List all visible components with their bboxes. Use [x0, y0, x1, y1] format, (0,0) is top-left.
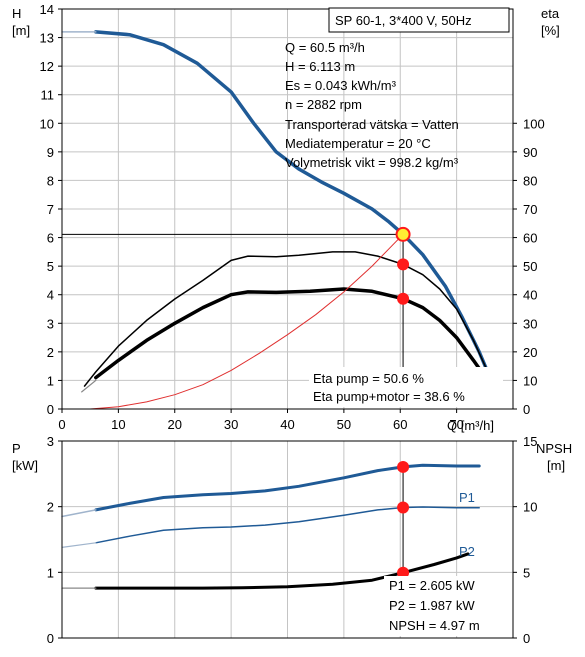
series-p2 [95, 506, 480, 544]
bottom-tick-labels: 0 1 2 3 0 5 10 15 [47, 434, 538, 646]
top-left-tick-label: 10 [40, 116, 54, 131]
title-box [328, 7, 510, 33]
top-left-tick-label: 12 [40, 59, 54, 74]
p2-series-label: P2 [459, 544, 475, 559]
top-left-tick-label: 0 [47, 402, 54, 417]
info-density: Volymetrisk vikt = 998.2 kg/m³ [285, 155, 459, 170]
head-efficiency-chart: 0123456789101112131401020304050607080901… [40, 2, 545, 432]
top-right-tick-label: 90 [523, 145, 537, 160]
eta-info-backing [309, 367, 503, 407]
p1-series-label: P1 [459, 490, 475, 505]
top-x-tick-label: 0 [58, 417, 65, 432]
top-left-tick-label: 8 [47, 173, 54, 188]
top-x-tick-label: 50 [337, 417, 351, 432]
top-x-tick-label: 20 [168, 417, 182, 432]
top-right-tick-label: 40 [523, 288, 537, 303]
top-right-tick-label: 100 [523, 116, 545, 131]
series-head [94, 30, 498, 394]
top-left-axis-label-2: [m] [12, 23, 30, 38]
bottom-right-tick-label: 15 [523, 434, 537, 449]
top-operating-point-dot [397, 292, 410, 305]
series-eta_pump_motor [94, 287, 490, 383]
top-left-tick-label: 9 [47, 145, 54, 160]
bottom-right-axis-label-2: [m] [547, 458, 565, 473]
p1-value-label: P1 = 2.605 kW [389, 578, 475, 593]
top-right-tick-label: 50 [523, 259, 537, 274]
info-speed: n = 2882 rpm [285, 97, 362, 112]
series-p1_stub [61, 509, 97, 518]
series-p2_stub [61, 542, 97, 548]
npsh-value-label: NPSH = 4.97 m [389, 618, 480, 633]
bottom-left-axis-label-2: [kW] [12, 458, 38, 473]
bottom-plot-frame [61, 440, 514, 639]
chart-title: SP 60-1, 3*400 V, 50Hz [335, 13, 472, 28]
top-operating-point-marker [395, 226, 411, 242]
top-right-tick-label: 0 [523, 402, 530, 417]
info-energy: Es = 0.043 kWh/m³ [285, 78, 397, 93]
series-eta_stub [81, 379, 97, 393]
top-series [61, 30, 498, 410]
top-left-tick-label: 2 [47, 345, 54, 360]
info-liquid: Transporterad vätska = Vatten [285, 117, 459, 132]
info-flow: Q = 60.5 m³/h [285, 40, 365, 55]
top-left-tick-label: 11 [41, 88, 55, 103]
top-grid [62, 9, 513, 409]
top-left-tick-label: 7 [47, 202, 54, 217]
top-right-tick-label: 30 [523, 316, 537, 331]
top-markers [395, 226, 411, 305]
bottom-right-tick-label: 0 [523, 631, 530, 646]
bottom-operating-point-dot [397, 460, 410, 473]
top-operating-lines [62, 233, 404, 369]
top-x-tick-label: 60 [393, 417, 407, 432]
bottom-left-tick-label: 1 [47, 565, 54, 580]
info-temperature: Mediatemperatur = 20 °C [285, 136, 431, 151]
bottom-markers [397, 460, 410, 579]
info-head: H = 6.113 m [285, 59, 355, 74]
top-x-tick-label: 30 [224, 417, 238, 432]
power-npsh-chart: 0 1 2 3 0 5 10 15 [47, 434, 538, 646]
series-system [89, 233, 404, 410]
series-npsh [94, 552, 470, 590]
top-left-tick-label: 1 [47, 373, 54, 388]
x-axis-label: Q [m³/h] [447, 418, 494, 433]
top-x-tick-label: 10 [111, 417, 125, 432]
bottom-operating-point-dot [397, 501, 410, 514]
bottom-right-tick-label: 5 [523, 565, 530, 580]
top-x-tick-label: 70 [449, 417, 463, 432]
top-left-tick-label: 4 [47, 288, 54, 303]
bottom-series [61, 463, 481, 590]
eta-pump-motor-label: Eta pump+motor = 38.6 % [313, 389, 465, 404]
p2-value-label: P2 = 1.987 kW [389, 598, 475, 613]
top-plot-frame [61, 8, 514, 410]
top-right-tick-label: 10 [523, 373, 537, 388]
top-right-tick-label: 60 [523, 231, 537, 246]
top-right-axis-label-2: [%] [541, 23, 560, 38]
power-info-backing [384, 576, 508, 636]
top-right-tick-label: 80 [523, 173, 537, 188]
bottom-left-tick-label: 0 [47, 631, 54, 646]
series-p1 [94, 463, 481, 512]
bottom-right-tick-label: 10 [523, 500, 537, 515]
operating-point-info: Q = 60.5 m³/h H = 6.113 m Es = 0.043 kWh… [285, 40, 459, 170]
top-left-tick-label: 3 [47, 316, 54, 331]
top-tick-labels: 0123456789101112131401020304050607080901… [40, 2, 545, 432]
top-left-tick-label: 5 [47, 259, 54, 274]
eta-pump-label: Eta pump = 50.6 % [313, 371, 424, 386]
bottom-left-tick-label: 2 [47, 500, 54, 515]
series-eta_pump [83, 251, 492, 387]
bottom-operating-point-dot [397, 566, 410, 579]
top-x-tick-label: 40 [280, 417, 294, 432]
top-left-tick-label: 13 [40, 31, 54, 46]
top-right-axis-label-1: eta [541, 6, 560, 21]
top-operating-point-dot [397, 258, 410, 271]
bottom-right-axis-label-1: NPSH [536, 441, 572, 456]
top-left-axis-label-1: H [12, 6, 21, 21]
top-right-tick-label: 70 [523, 202, 537, 217]
top-left-tick-label: 6 [47, 231, 54, 246]
top-right-tick-label: 20 [523, 345, 537, 360]
top-left-tick-label: 14 [40, 2, 54, 17]
bottom-left-tick-label: 3 [47, 434, 54, 449]
bottom-left-axis-label-1: P [12, 441, 21, 456]
